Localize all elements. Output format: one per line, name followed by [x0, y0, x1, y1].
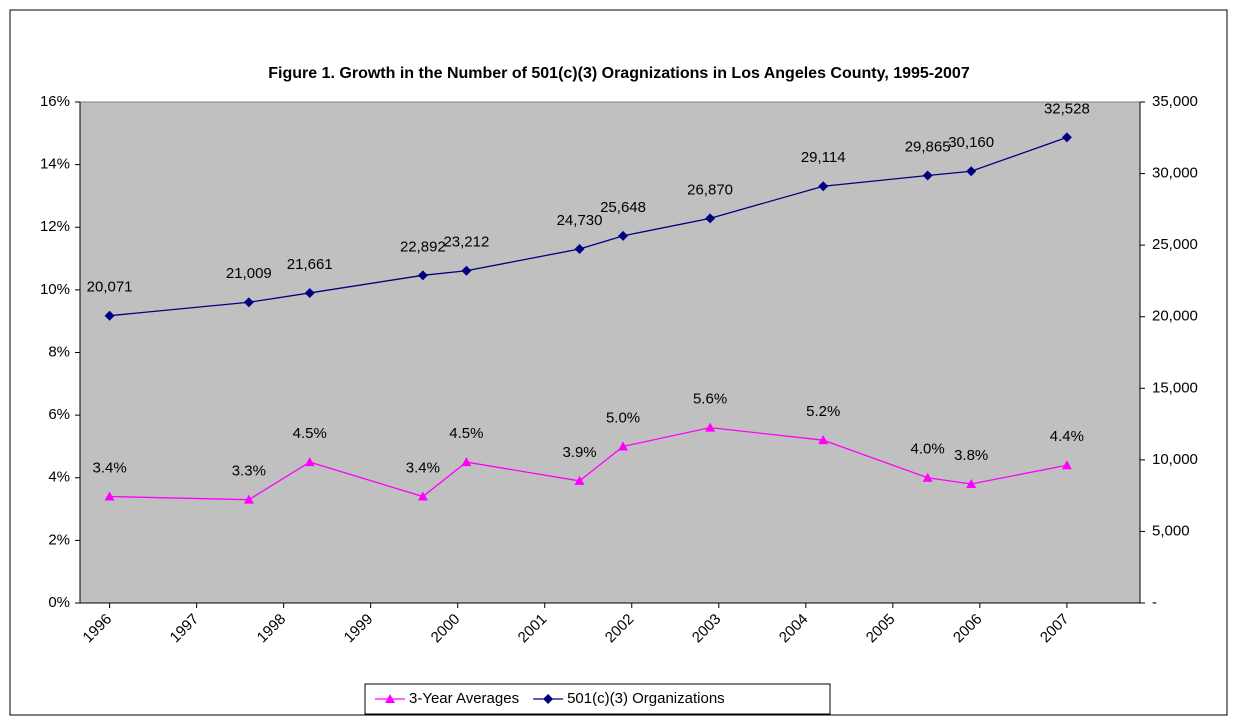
y-tick-label: 4%: [48, 469, 70, 486]
data-point: [966, 166, 977, 177]
data-label: 5.2%: [806, 403, 840, 420]
data-label: 23,212: [443, 234, 489, 251]
data-point: [1061, 460, 1072, 470]
data-point: [574, 475, 585, 485]
legend-marker: [543, 694, 554, 704]
data-point: [243, 297, 254, 308]
data-point: [574, 244, 585, 255]
data-label: 21,661: [287, 256, 333, 273]
series-line: [109, 426, 1068, 501]
y-tick-label: 2%: [48, 531, 70, 548]
series-line: [109, 136, 1068, 317]
y2-tick-label: 10,000: [1152, 451, 1198, 468]
y2-tick-label: 15,000: [1152, 379, 1198, 396]
data-label: 3.8%: [954, 447, 988, 464]
data-label: 3.4%: [92, 460, 126, 477]
y2-tick-label: 5,000: [1152, 522, 1190, 539]
y-tick-label: 14%: [40, 156, 70, 173]
y2-tick-label: 35,000: [1152, 93, 1198, 110]
data-label: 5.6%: [693, 391, 727, 408]
data-label: 29,865: [905, 138, 951, 155]
data-point: [417, 270, 428, 281]
legend-marker: [385, 694, 395, 703]
data-point: [243, 494, 254, 504]
data-point: [818, 435, 829, 445]
data-label: 4.0%: [911, 441, 945, 458]
data-label: 24,730: [557, 212, 603, 229]
data-point: [304, 287, 315, 298]
data-label: 29,114: [801, 149, 846, 166]
data-point: [618, 230, 629, 241]
chart-title: Figure 1. Growth in the Number of 501(c)…: [268, 65, 970, 82]
data-point: [104, 310, 115, 321]
data-label: 5.0%: [606, 409, 640, 426]
y-tick-label: 12%: [40, 218, 70, 235]
data-point: [618, 441, 629, 451]
data-point: [461, 457, 472, 467]
data-point: [922, 170, 933, 181]
data-label: 32,528: [1044, 100, 1090, 117]
data-point: [461, 265, 472, 276]
data-label: 4.5%: [293, 425, 327, 442]
data-label: 4.4%: [1050, 428, 1084, 445]
legend-label: 3-Year Averages: [409, 690, 519, 707]
data-point: [104, 491, 115, 501]
y2-tick-label: 25,000: [1152, 236, 1198, 253]
y-tick-label: 6%: [48, 406, 70, 423]
data-point: [818, 181, 829, 192]
legend: 3-Year Averages 501(c)(3) Organizations: [364, 683, 831, 715]
plot-area: [79, 101, 1141, 604]
legend-box: [364, 683, 831, 715]
y-tick-label: 0%: [48, 594, 70, 611]
data-point: [922, 472, 933, 482]
y-tick-label: 10%: [40, 281, 70, 298]
y-tick-label: 16%: [40, 93, 70, 110]
data-label: 22,892: [400, 238, 446, 255]
data-point: [304, 457, 315, 467]
data-label: 3.9%: [562, 444, 596, 461]
legend-label: 501(c)(3) Organizations: [567, 690, 725, 707]
data-label: 26,870: [687, 181, 733, 198]
data-label: 25,648: [600, 199, 646, 216]
data-label: 20,071: [87, 279, 133, 296]
data-label: 21,009: [226, 265, 272, 282]
data-label: 30,160: [948, 134, 994, 151]
data-point: [966, 479, 977, 489]
data-point: [417, 491, 428, 501]
y-tick-label: 8%: [48, 343, 70, 360]
data-label: 3.4%: [406, 460, 440, 477]
y2-tick-label: 30,000: [1152, 165, 1198, 182]
y2-tick-label: -: [1152, 594, 1157, 611]
y2-tick-label: 20,000: [1152, 308, 1198, 325]
data-label: 3.3%: [232, 463, 266, 480]
data-point: [705, 422, 716, 432]
data-point: [1061, 132, 1072, 143]
data-point: [705, 213, 716, 224]
data-label: 4.5%: [449, 425, 483, 442]
